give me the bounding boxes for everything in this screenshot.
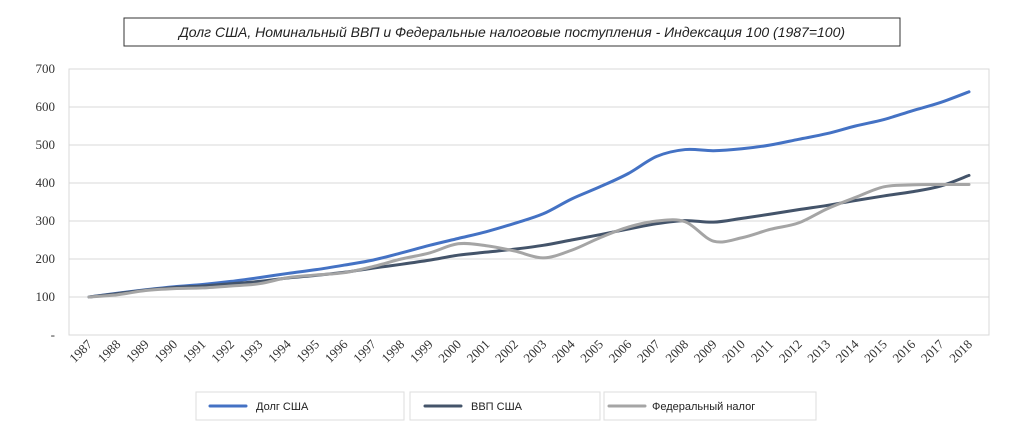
gridlines (69, 106, 989, 298)
x-tick-label: 2003 (520, 337, 549, 366)
x-tick-label: 2009 (691, 337, 720, 366)
x-tick-label: 2016 (889, 336, 918, 365)
x-tick-label: 2001 (464, 337, 493, 366)
x-tick-label: 2005 (577, 337, 606, 366)
y-tick-label: 400 (36, 175, 56, 190)
plot-area-frame (68, 68, 990, 336)
x-tick-label: 2008 (662, 337, 691, 366)
x-tick-label: 1997 (350, 336, 379, 365)
series-line-federalnyy-nalog (87, 182, 971, 299)
x-tick-label: 2013 (804, 337, 833, 366)
y-axis: - 100 200 300 400 500 600 700 (36, 61, 56, 342)
chart-title: Долг США, Номинальный ВВП и Федеральные … (177, 24, 845, 40)
x-tick-label: 2017 (918, 336, 947, 365)
x-tick-label: 1996 (322, 336, 351, 365)
x-tick-label: 1987 (66, 336, 95, 365)
x-tick-label: 1994 (265, 336, 294, 365)
x-tick-label: 1991 (180, 337, 209, 366)
y-tick-label: 600 (36, 99, 56, 114)
legend-label-vvp: ВВП США (471, 401, 523, 413)
x-tick-label: 1998 (378, 337, 407, 366)
y-tick-label: 700 (36, 61, 56, 76)
y-tick-label: 300 (36, 213, 56, 228)
title-box: Долг США, Номинальный ВВП и Федеральные … (123, 17, 901, 47)
series-line-vvp-ssha (87, 173, 971, 299)
x-tick-label: 1992 (208, 337, 237, 366)
x-tick-label: 2011 (748, 337, 777, 366)
series-line-dolg-ssha (87, 90, 971, 299)
x-tick-label: 1995 (293, 337, 322, 366)
x-tick-label: 2000 (435, 337, 464, 366)
x-tick-label: 2018 (946, 337, 975, 366)
x-tick-label: 2004 (549, 336, 578, 365)
x-tick-label: 1999 (407, 337, 436, 366)
x-tick-label: 2015 (861, 337, 890, 366)
title-frame (123, 17, 901, 47)
series-lines (87, 90, 971, 299)
x-tick-label: 2007 (634, 336, 663, 365)
legend: Долг США ВВП США Федеральный налог (195, 391, 817, 421)
x-tick-label: 2002 (492, 337, 521, 366)
x-tick-label: 2010 (719, 337, 748, 366)
x-tick-label: 1989 (123, 337, 152, 366)
x-tick-label: 1988 (95, 337, 124, 366)
x-tick-label: 1993 (236, 337, 265, 366)
x-axis: 1987 1988 1989 1990 1991 1992 1993 1994 1995 1996… (66, 336, 975, 365)
x-tick-label: 2014 (833, 336, 862, 365)
x-tick-label: 1990 (151, 337, 180, 366)
y-tick-label: 100 (36, 289, 56, 304)
x-tick-label: 2012 (776, 337, 805, 366)
y-tick-label: 500 (36, 137, 56, 152)
legend-label-dolg: Долг США (256, 401, 309, 413)
x-tick-label: 2006 (605, 336, 634, 365)
y-tick-label: - (51, 327, 55, 342)
legend-label-nalog: Федеральный налог (652, 401, 755, 413)
y-tick-label: 200 (36, 251, 56, 266)
